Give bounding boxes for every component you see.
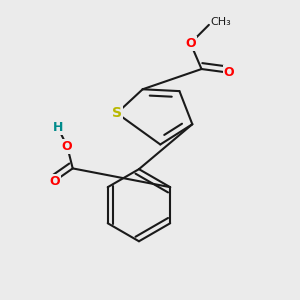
Text: CH₃: CH₃	[211, 17, 232, 27]
Text: O: O	[224, 66, 234, 79]
Text: O: O	[185, 37, 196, 50]
Text: O: O	[62, 140, 73, 153]
Text: O: O	[49, 175, 60, 188]
Text: S: S	[112, 106, 122, 120]
Text: H: H	[53, 122, 63, 134]
